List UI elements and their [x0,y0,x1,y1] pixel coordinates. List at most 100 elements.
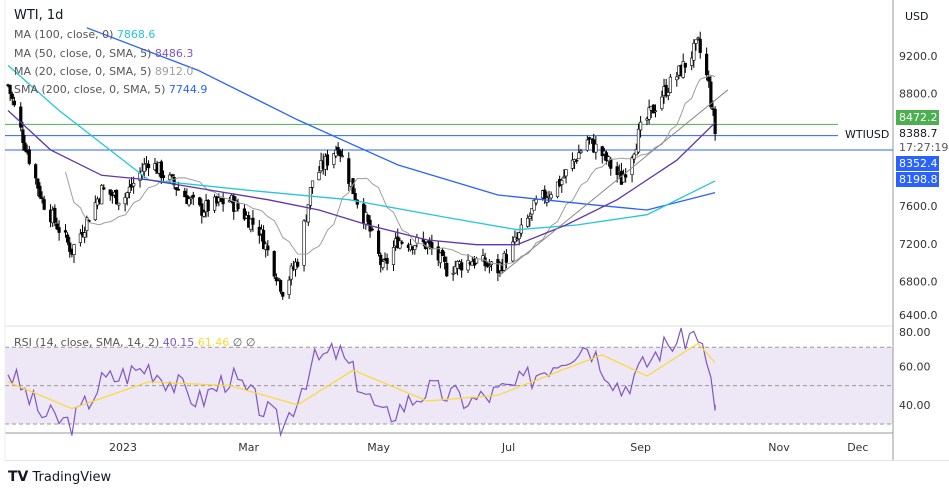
candle-body [176,189,180,191]
time-tick: 2023 [109,441,137,454]
candle-body [624,174,628,178]
candle-body [251,217,255,225]
price-tick: 9200.0 [899,50,938,63]
candle-body [690,57,694,66]
candle-body [391,247,396,265]
candle-body [549,194,553,199]
candle-body [370,228,374,231]
symbol-label: WTIUSD [845,128,890,141]
bar-countdown: 17:27:19 [899,141,949,154]
candle-body [609,159,613,169]
candle-body [653,110,658,113]
candle-body [206,199,210,212]
candle-body [325,154,330,166]
candle-body [336,147,340,154]
tradingview-logo[interactable]: 𝗧𝗩 TradingView [8,469,112,486]
candle-body [577,152,581,160]
candle-body [108,189,112,195]
candle-body [183,190,187,198]
candle-body [355,199,359,205]
rsi-sma-line [7,342,716,410]
candle-body [236,202,240,210]
candle-body [615,166,619,175]
currency-label[interactable]: USD [905,10,929,23]
candle-body [115,189,119,205]
candle-body [174,187,178,190]
candle-body [117,202,121,206]
candle-body [296,261,300,267]
candle-body [376,230,381,254]
candle-body [666,92,670,96]
candle-body [242,208,247,220]
rsi-line [7,327,716,438]
candle-body [57,227,61,233]
legend-sma200[interactable]: SMA (200, close, 0, SMA, 5) 7744.9 [14,83,208,96]
candle-body [713,109,717,134]
candle-body [102,187,106,190]
price-tick: 6800.0 [899,275,938,288]
candle-body [526,217,530,227]
tradingview-logo-icon: 𝗧𝗩 [8,469,29,485]
legend-rsi[interactable]: RSI (14, close, SMA, 14, 2) 40.15 61.46 … [14,336,256,349]
candle-body [630,157,634,175]
candle-body [400,242,404,244]
legend-ma50[interactable]: MA (50, close, 0, SMA, 5) 8486.3 [14,47,194,60]
candle-body [85,217,89,231]
candle-body [483,257,487,267]
candle-body [338,150,342,157]
footer-divider [5,460,949,461]
candle-body [696,37,700,40]
candle-body [78,233,82,243]
candle-body [636,128,641,153]
candle-body [681,61,685,78]
candle-body [455,261,460,269]
candle-body [68,242,72,252]
candle-body [398,240,402,249]
last-price: 8388.7 [899,127,938,140]
candle-body [202,212,206,217]
candle-body [12,100,16,106]
time-tick: May [367,441,390,454]
candle-body [694,39,698,44]
candle-body [276,278,281,280]
rsi-tick: 80.00 [899,326,931,339]
candle-body [353,193,357,201]
candle-body [261,230,266,250]
candle-body [651,104,655,114]
candle-body [23,142,27,151]
candle-body [347,158,351,184]
candle-body [692,42,696,61]
candle-body [266,245,270,251]
time-tick: Sep [630,441,651,454]
candle-body [159,161,163,179]
candle-body [530,208,534,215]
legend-ma100[interactable]: MA (100, close, 0) 7868.6 [14,28,156,41]
candle-body [366,214,370,222]
candle-body [413,245,417,250]
candle-body [189,197,193,200]
candle-body [10,93,14,99]
candle-body [170,174,174,177]
candle-body [53,207,57,223]
candle-body [466,260,470,271]
legend-ma20[interactable]: MA (20, close, 0, SMA, 5) 8912.0 [14,65,194,78]
candle-body [534,199,538,204]
price-tick: 8800.0 [899,88,938,101]
candle-body [660,96,664,109]
candle-body [511,241,515,262]
symbol-title[interactable]: WTI, 1d [14,8,64,23]
ma100-line [7,64,716,231]
candle-body [698,38,702,53]
candle-body [168,174,172,180]
candle-body [517,232,521,240]
candle-body [19,106,23,128]
time-tick: Mar [238,441,259,454]
candle-body [63,230,68,233]
candle-body [72,244,76,255]
candle-body [638,121,643,131]
rsi-tick: 40.00 [899,399,931,412]
candle-body [317,172,321,181]
candle-body [36,178,40,189]
candle-body [562,176,566,179]
